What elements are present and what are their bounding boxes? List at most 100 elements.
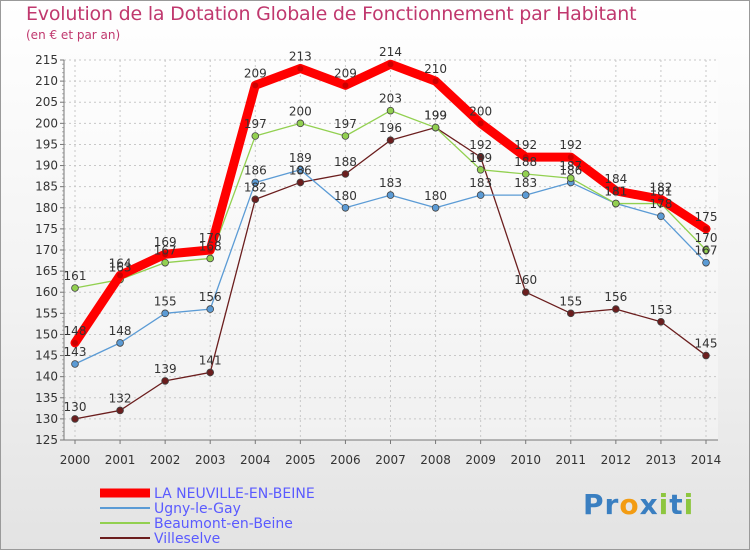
data-label: 161 (64, 269, 87, 283)
data-label: 160 (514, 273, 537, 287)
y-tick-label: 205 (35, 95, 58, 109)
logo-letter: i (658, 488, 670, 521)
y-tick-label: 175 (35, 222, 58, 236)
x-tick-label: 2003 (195, 453, 226, 467)
data-label: 132 (109, 391, 132, 405)
data-point (566, 309, 575, 318)
data-label: 200 (289, 104, 312, 118)
data-point (117, 272, 124, 279)
data-label: 199 (424, 109, 447, 123)
data-point (702, 258, 710, 267)
x-tick-label: 2010 (510, 453, 541, 467)
y-tick-label: 170 (35, 243, 58, 257)
data-label: 210 (424, 62, 447, 76)
data-label: 155 (154, 294, 177, 308)
logo-letter: r (604, 488, 620, 521)
data-point (72, 339, 78, 346)
data-label: 181 (604, 185, 627, 199)
data-point (567, 154, 574, 161)
data-point (386, 191, 395, 199)
logo-letter: t (669, 488, 684, 521)
data-point (702, 246, 710, 254)
data-label: 180 (334, 189, 357, 203)
data-point (297, 65, 304, 72)
x-tick-label: 2002 (150, 453, 181, 467)
data-label: 164 (109, 256, 132, 270)
data-point (431, 203, 440, 212)
data-label: 130 (64, 400, 87, 414)
legend-label: Ugny-le-Gay (154, 501, 241, 517)
data-point (702, 351, 710, 360)
y-tick-label: 185 (35, 180, 58, 194)
x-tick-label: 2005 (285, 453, 316, 467)
data-label: 148 (109, 324, 132, 338)
x-tick-label: 2001 (105, 453, 136, 467)
y-tick-label: 190 (35, 159, 58, 173)
data-point (162, 251, 169, 258)
x-tick-label: 2000 (60, 453, 91, 467)
data-label: 192 (514, 138, 537, 152)
logo-letter: x (639, 488, 659, 521)
data-label: 186 (559, 163, 582, 177)
chart-subtitle: (en € et par an) (26, 28, 121, 42)
data-point (657, 196, 664, 203)
data-point (432, 78, 439, 85)
data-label: 200 (469, 104, 492, 118)
data-point (566, 174, 575, 183)
x-tick-label: 2012 (601, 453, 632, 467)
data-label: 148 (64, 324, 87, 338)
y-tick-label: 130 (35, 412, 58, 426)
data-label: 180 (424, 189, 447, 203)
y-tick-label: 195 (35, 137, 58, 151)
data-point (341, 203, 350, 212)
data-label: 141 (199, 353, 222, 367)
data-point (476, 191, 485, 199)
data-point (71, 360, 79, 368)
data-point (71, 284, 79, 292)
data-point (522, 154, 529, 161)
data-label: 167 (154, 244, 177, 258)
data-point (116, 339, 124, 347)
data-point (71, 415, 79, 423)
data-point (386, 106, 395, 115)
data-label: 188 (334, 155, 357, 169)
data-point (207, 247, 214, 253)
y-tick-label: 215 (35, 53, 58, 67)
data-point (476, 153, 485, 161)
data-label: 167 (695, 244, 718, 258)
data-point (386, 136, 395, 145)
data-label: 189 (289, 151, 312, 165)
data-point (521, 170, 530, 178)
data-point (521, 191, 530, 199)
data-label: 156 (199, 290, 222, 304)
data-point (387, 61, 394, 68)
data-point (476, 165, 485, 174)
data-point (612, 199, 620, 208)
data-label: 197 (334, 117, 357, 131)
data-label: 183 (379, 176, 402, 190)
data-label: 181 (649, 185, 672, 199)
data-label: 145 (695, 337, 718, 351)
y-tick-label: 125 (35, 433, 58, 447)
x-tick-label: 2008 (420, 453, 451, 467)
data-label: 214 (379, 45, 402, 59)
data-label: 209 (244, 66, 267, 80)
data-point (116, 406, 124, 415)
data-label: 139 (154, 362, 177, 376)
legend-label: LA NEUVILLE-EN-BEINE (154, 486, 315, 502)
data-point (341, 170, 350, 178)
data-label: 183 (514, 176, 537, 190)
legend-label: Beaumont-en-Beine (154, 516, 293, 532)
data-label: 170 (695, 231, 718, 245)
data-point (612, 305, 620, 313)
data-point (521, 288, 530, 297)
data-label: 182 (649, 180, 672, 194)
y-tick-label: 135 (35, 391, 58, 405)
data-point (251, 195, 260, 204)
x-tick-label: 2013 (646, 453, 677, 467)
y-tick-label: 180 (35, 201, 58, 215)
data-label: 156 (604, 290, 627, 304)
x-tick-label: 2007 (375, 453, 406, 467)
data-label: 186 (244, 163, 267, 177)
